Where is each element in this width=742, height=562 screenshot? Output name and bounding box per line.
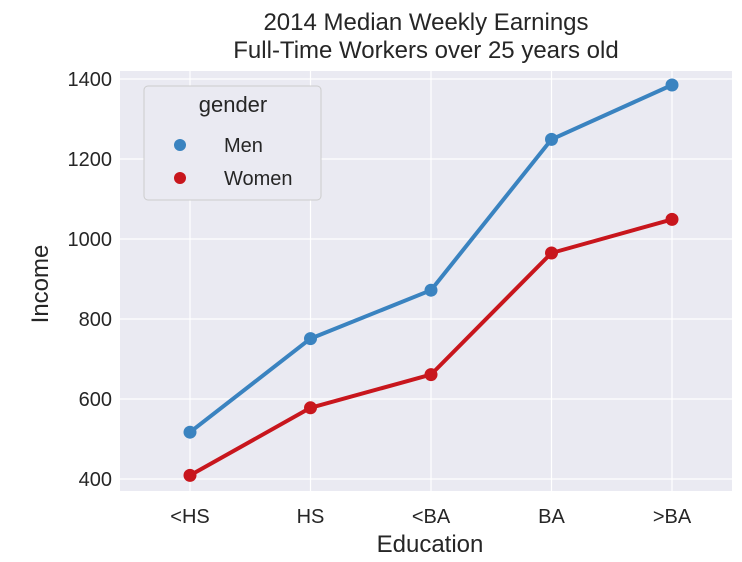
data-point-men-0 bbox=[183, 425, 197, 439]
legend-label-men: Men bbox=[224, 135, 263, 157]
data-point-women-2 bbox=[424, 368, 438, 382]
y-axis-label: Income bbox=[27, 245, 54, 324]
data-point-women-4 bbox=[665, 212, 679, 226]
x-tick-label: BA bbox=[538, 506, 565, 528]
x-axis-label: Education bbox=[377, 531, 484, 558]
chart-title-line-2: Full-Time Workers over 25 years old bbox=[233, 37, 618, 64]
data-point-men-1 bbox=[304, 332, 317, 346]
data-point-men-2 bbox=[424, 283, 438, 297]
series-layer bbox=[183, 78, 679, 482]
data-point-women-3 bbox=[545, 246, 558, 260]
x-tick-label: <BA bbox=[412, 506, 451, 528]
legend-label-women: Women bbox=[224, 168, 293, 190]
x-axis-ticks: <HS HS <BA BA >BA bbox=[170, 506, 692, 528]
x-tick-label: >BA bbox=[653, 506, 692, 528]
y-tick-label: 600 bbox=[79, 389, 112, 411]
data-point-men-4 bbox=[665, 78, 679, 92]
legend-title: gender bbox=[199, 92, 268, 117]
y-axis-ticks: 400 600 800 1000 1200 1400 bbox=[68, 69, 113, 491]
legend-marker-women bbox=[174, 172, 186, 184]
data-point-women-1 bbox=[304, 401, 317, 415]
legend: gender Men Women bbox=[143, 85, 322, 201]
chart-title-line-1: 2014 Median Weekly Earnings bbox=[263, 9, 588, 36]
x-tick-label: <HS bbox=[170, 506, 209, 528]
legend-marker-men bbox=[174, 139, 186, 151]
y-tick-label: 1000 bbox=[68, 229, 113, 251]
y-tick-label: 1400 bbox=[68, 69, 113, 91]
y-tick-label: 1200 bbox=[68, 149, 113, 171]
data-point-men-3 bbox=[545, 132, 558, 146]
y-tick-label: 800 bbox=[79, 309, 112, 331]
legend-items: Men Women bbox=[174, 135, 293, 190]
y-tick-label: 400 bbox=[79, 469, 112, 491]
x-tick-label: HS bbox=[297, 506, 325, 528]
legend-box bbox=[143, 85, 322, 201]
data-point-women-0 bbox=[183, 468, 197, 482]
